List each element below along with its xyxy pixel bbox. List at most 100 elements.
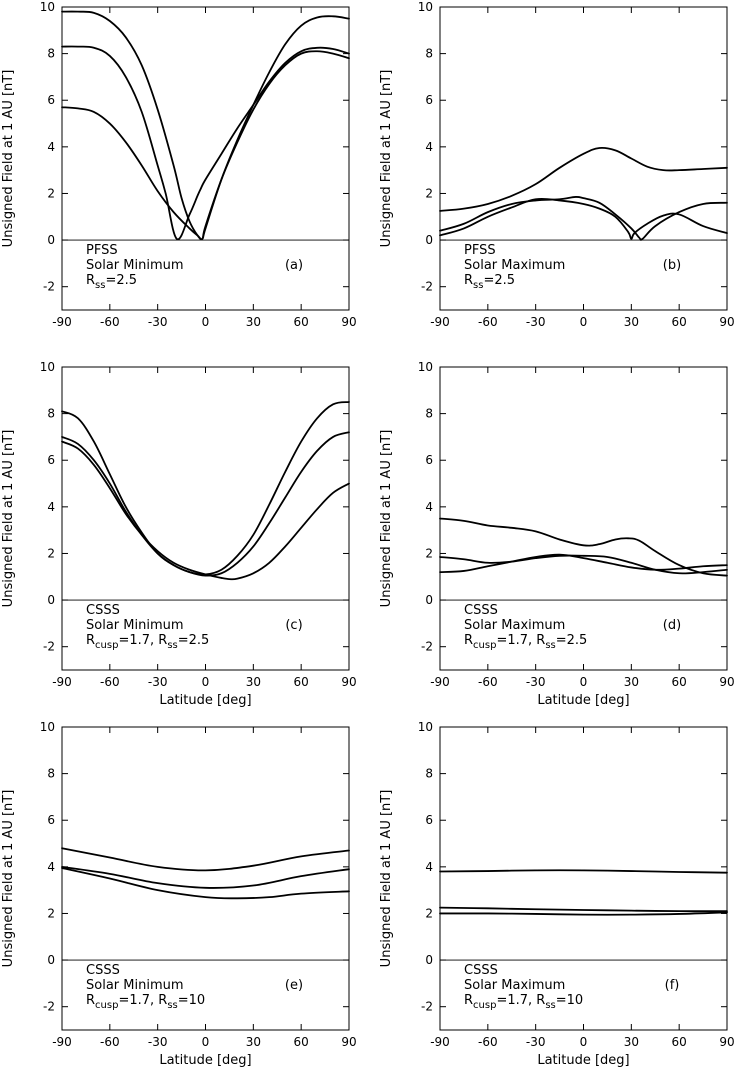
model-label: CSSS (464, 603, 498, 618)
y-axis-label: Unsigned Field at 1 AU [nT] (1, 70, 16, 248)
x-tick-label: -60 (478, 315, 498, 329)
panel-b: -90 -60 -30 0 30 60 90 -2 0 2 4 6 8 10 Unsigned Field … (379, 0, 735, 329)
y-tick-label: 4 (47, 140, 55, 154)
x-tick-label: -60 (100, 315, 120, 329)
series-line-1 (61, 401, 350, 576)
x-tick-label: -90 (430, 315, 450, 329)
x-tick-label: -90 (52, 1035, 72, 1049)
x-tick-label: 90 (341, 315, 356, 329)
series-line-1 (61, 10, 350, 241)
y-tick-label: 4 (425, 500, 433, 514)
x-tick-label: -90 (52, 675, 72, 689)
x-tick-label: -60 (100, 1035, 120, 1049)
x-axis-label: Latitude [deg] (159, 693, 251, 708)
x-tick-label: -60 (478, 1035, 498, 1049)
y-tick-label: 0 (425, 233, 433, 247)
y-tick-label: 0 (425, 953, 433, 967)
x-tick-label: 30 (246, 675, 261, 689)
panel-label: (c) (285, 618, 302, 633)
x-tick-label: -30 (148, 675, 168, 689)
phase-label: Solar Maximum (464, 258, 565, 273)
parameter-label: Rss=2.5 (464, 273, 515, 291)
y-tick-label: -2 (421, 1000, 433, 1014)
x-tick-label: 0 (202, 675, 210, 689)
y-tick-label: -2 (43, 640, 55, 654)
x-tick-label: 60 (294, 1035, 309, 1049)
model-label: CSSS (464, 963, 498, 978)
y-tick-label: 2 (425, 186, 433, 200)
panel-label: (d) (663, 618, 681, 633)
y-tick-label: -2 (421, 640, 433, 654)
model-label: CSSS (86, 603, 120, 618)
parameter-label: Rcusp=1.7, Rss=10 (86, 993, 205, 1011)
series-line-3 (61, 440, 350, 581)
model-label: PFSS (464, 243, 496, 258)
x-tick-label: 0 (580, 675, 588, 689)
phase-label: Solar Minimum (86, 978, 184, 993)
panel-f: -90 -60 -30 0 30 60 90 -2 0 2 4 6 8 10 Unsigned Field … (379, 720, 735, 1068)
phase-label: Solar Maximum (464, 618, 565, 633)
x-tick-label: 30 (246, 1035, 261, 1049)
series-line-2 (61, 431, 350, 577)
x-axis-label: Latitude [deg] (537, 693, 629, 708)
y-axis-label: Unsigned Field at 1 AU [nT] (379, 790, 394, 968)
y-tick-label: 4 (425, 140, 433, 154)
model-label: CSSS (86, 963, 120, 978)
panel-e: -90 -60 -30 0 30 60 90 -2 0 2 4 6 8 10 Unsigned Field … (1, 720, 357, 1068)
series-line-3 (439, 553, 728, 574)
panel-a: -90 -60 -30 0 30 60 90 -2 0 2 4 6 8 10 Unsigned Field … (1, 0, 357, 329)
x-tick-label: 30 (624, 315, 639, 329)
x-tick-label: -30 (526, 1035, 546, 1049)
y-tick-label: -2 (43, 1000, 55, 1014)
x-tick-label: 0 (580, 1035, 588, 1049)
series-line-2 (439, 906, 728, 913)
series-line-1 (439, 517, 728, 577)
x-tick-label: -60 (100, 675, 120, 689)
x-tick-label: 90 (719, 675, 734, 689)
y-tick-label: 4 (425, 860, 433, 874)
y-axis-label: Unsigned Field at 1 AU [nT] (379, 70, 394, 248)
x-axis-label: Latitude [deg] (537, 1053, 629, 1068)
y-axis-label: Unsigned Field at 1 AU [nT] (1, 790, 16, 968)
x-tick-label: 60 (672, 1035, 687, 1049)
x-tick-label: 90 (719, 1035, 734, 1049)
panel-d: -90 -60 -30 0 30 60 90 -2 0 2 4 6 8 10 Unsigned Field … (379, 360, 735, 708)
x-tick-label: 0 (202, 315, 210, 329)
y-tick-label: 10 (418, 720, 433, 734)
x-tick-label: 0 (202, 1035, 210, 1049)
y-tick-label: 8 (425, 407, 433, 421)
y-tick-label: 10 (40, 720, 55, 734)
y-tick-label: 6 (425, 93, 433, 107)
series-line-3 (61, 50, 350, 241)
x-tick-label: 90 (341, 1035, 356, 1049)
series-line-2 (61, 865, 350, 889)
series-line-1 (439, 869, 728, 874)
series-line-2 (439, 197, 728, 240)
y-tick-label: -2 (421, 280, 433, 294)
x-tick-label: -90 (430, 1035, 450, 1049)
y-tick-label: 0 (425, 593, 433, 607)
y-tick-label: 2 (425, 906, 433, 920)
y-tick-label: 0 (47, 593, 55, 607)
y-tick-label: 6 (47, 93, 55, 107)
x-tick-label: -60 (478, 675, 498, 689)
y-tick-label: 10 (40, 360, 55, 374)
x-tick-label: 30 (624, 1035, 639, 1049)
x-tick-label: 60 (294, 675, 309, 689)
x-tick-label: 90 (719, 315, 734, 329)
y-tick-label: 0 (47, 953, 55, 967)
x-tick-label: -30 (148, 315, 168, 329)
panel-label: (f) (665, 978, 680, 993)
y-tick-label: 8 (425, 47, 433, 61)
y-tick-label: 2 (47, 546, 55, 560)
y-tick-label: 10 (418, 0, 433, 14)
y-tick-label: 2 (425, 546, 433, 560)
x-tick-label: -90 (430, 675, 450, 689)
phase-label: Solar Minimum (86, 258, 184, 273)
y-tick-label: 8 (47, 47, 55, 61)
x-tick-label: 30 (624, 675, 639, 689)
x-tick-label: -30 (526, 315, 546, 329)
y-tick-label: 8 (47, 407, 55, 421)
y-tick-label: 2 (47, 186, 55, 200)
